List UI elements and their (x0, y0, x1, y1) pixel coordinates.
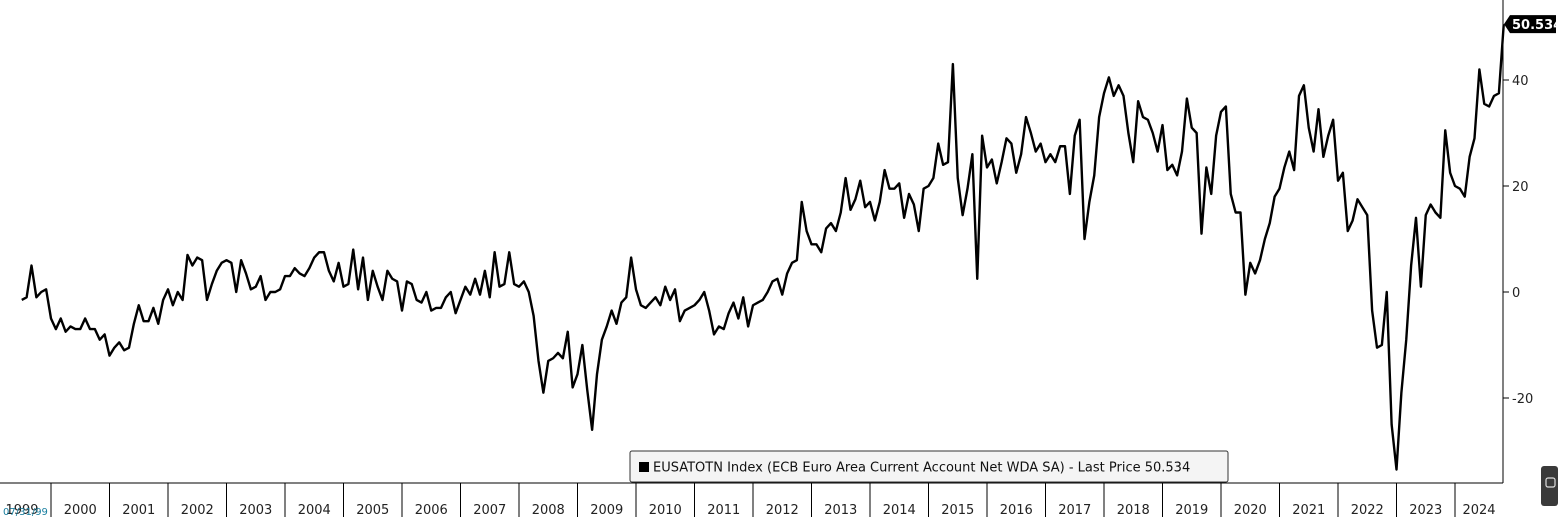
x-tick-label: 2012 (766, 503, 799, 517)
y-axis: 40 20 0 -20 (1502, 0, 1533, 483)
x-tick-label: 2013 (824, 503, 857, 517)
scroll-handle[interactable] (1541, 466, 1558, 506)
legend-label: EUSATOTN Index (ECB Euro Area Current Ac… (653, 461, 1190, 476)
y-tick-label: 20 (1512, 180, 1529, 195)
x-tick-label: 2014 (883, 503, 916, 517)
x-tick-label: 2024 (1462, 503, 1495, 517)
scroll-handle-bar[interactable] (1541, 466, 1558, 506)
legend-box (629, 450, 1229, 483)
x-tick-label: 2021 (1292, 503, 1325, 517)
last-price-value: 50.534 (1512, 18, 1558, 33)
series-line (21, 24, 1505, 471)
x-tick-label: 2004 (298, 503, 331, 517)
x-tick-label: 2020 (1234, 503, 1267, 517)
x-tick-label: 2001 (122, 503, 155, 517)
x-tick-label: 2011 (707, 503, 740, 517)
x-tick-label: 2015 (941, 503, 974, 517)
last-price-tag: 50.534 (1504, 15, 1558, 34)
last-price-tag-shape (1504, 15, 1556, 34)
y-tick-label: 40 (1512, 74, 1529, 89)
x-tick-label: 2010 (649, 503, 682, 517)
x-tick-label: 2009 (590, 503, 623, 517)
x-tick-label: 2000 (64, 503, 97, 517)
y-tick-label: 0 (1512, 286, 1520, 301)
y-tick-label: -20 (1512, 392, 1533, 407)
legend-swatch (639, 462, 649, 472)
x-tick-label: 2022 (1351, 503, 1384, 517)
x-tick-label: 1999 (5, 503, 38, 517)
x-tick-label: 2007 (473, 503, 506, 517)
x-tick-label: 2019 (1175, 503, 1208, 517)
handle-grip-icon (1545, 477, 1556, 488)
x-tick-label: 2023 (1409, 503, 1442, 517)
plot-area (21, 24, 1505, 471)
legend[interactable]: EUSATOTN Index (ECB Euro Area Current Ac… (629, 450, 1229, 483)
start-date-label: 07/31/99 (3, 507, 48, 517)
x-tick-label: 2017 (1058, 503, 1091, 517)
x-tick-label: 2016 (1000, 503, 1033, 517)
x-axis: 1999 2000 2001 2002 2003 2004 2005 2006 2007 2008… (0, 482, 1503, 517)
x-tick-label: 2018 (1117, 503, 1150, 517)
x-tick-label: 2002 (181, 503, 214, 517)
x-tick-label: 2003 (239, 503, 272, 517)
x-tick-label: 2008 (532, 503, 565, 517)
x-tick-label: 2006 (415, 503, 448, 517)
x-tick-label: 2005 (356, 503, 389, 517)
